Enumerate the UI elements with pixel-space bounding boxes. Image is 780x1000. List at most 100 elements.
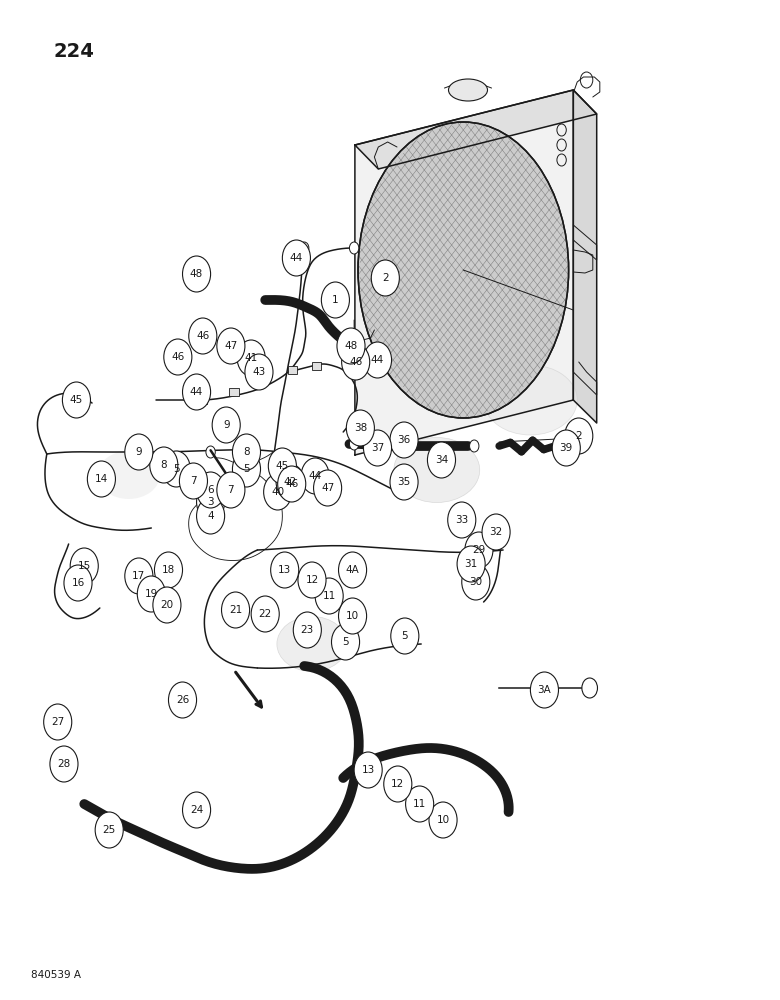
Polygon shape <box>573 90 597 423</box>
Circle shape <box>183 792 211 828</box>
Text: 43: 43 <box>253 367 265 377</box>
Text: 47: 47 <box>321 483 334 493</box>
Circle shape <box>125 434 153 470</box>
Circle shape <box>530 672 558 708</box>
Text: 21: 21 <box>229 605 242 615</box>
Text: 8: 8 <box>243 447 250 457</box>
Circle shape <box>371 260 399 296</box>
Circle shape <box>349 438 359 450</box>
Circle shape <box>264 474 292 510</box>
Text: 26: 26 <box>176 695 189 705</box>
Text: 12: 12 <box>306 575 318 585</box>
Text: 25: 25 <box>103 825 115 835</box>
Ellipse shape <box>394 438 480 502</box>
Circle shape <box>222 592 250 628</box>
Ellipse shape <box>448 79 488 101</box>
Circle shape <box>293 612 321 648</box>
Bar <box>198 396 207 404</box>
Text: 46: 46 <box>285 479 298 489</box>
Text: 5: 5 <box>402 631 408 641</box>
Text: 5: 5 <box>173 464 179 474</box>
Text: 42: 42 <box>284 477 296 487</box>
Text: 36: 36 <box>398 435 410 445</box>
Circle shape <box>164 339 192 375</box>
Circle shape <box>346 410 374 446</box>
Text: 12: 12 <box>392 779 404 789</box>
Circle shape <box>470 440 479 452</box>
Circle shape <box>552 430 580 466</box>
Text: 6: 6 <box>207 485 214 495</box>
Circle shape <box>162 451 190 487</box>
Text: 10: 10 <box>437 815 449 825</box>
Circle shape <box>390 464 418 500</box>
Circle shape <box>232 451 261 487</box>
Circle shape <box>197 484 225 520</box>
Ellipse shape <box>98 451 160 499</box>
Circle shape <box>70 548 98 584</box>
Text: 840539 A: 840539 A <box>31 970 81 980</box>
Circle shape <box>462 564 490 600</box>
Circle shape <box>427 442 456 478</box>
Circle shape <box>315 578 343 614</box>
Circle shape <box>298 562 326 598</box>
Text: 46: 46 <box>197 331 209 341</box>
Circle shape <box>278 466 306 502</box>
Text: 47: 47 <box>225 341 237 351</box>
Circle shape <box>457 546 485 582</box>
Circle shape <box>391 618 419 654</box>
Text: 46: 46 <box>172 352 184 362</box>
Text: 7: 7 <box>228 485 234 495</box>
Text: 224: 224 <box>53 42 94 61</box>
Text: 22: 22 <box>259 609 271 619</box>
Circle shape <box>95 812 123 848</box>
Text: 44: 44 <box>371 355 384 365</box>
Circle shape <box>154 552 183 588</box>
Circle shape <box>342 344 370 380</box>
Circle shape <box>197 472 225 508</box>
Circle shape <box>242 446 251 458</box>
Text: 23: 23 <box>301 625 314 635</box>
Circle shape <box>337 328 365 364</box>
Text: 14: 14 <box>95 474 108 484</box>
Circle shape <box>206 484 215 496</box>
Circle shape <box>183 374 211 410</box>
Circle shape <box>62 382 90 418</box>
Bar <box>288 366 297 374</box>
Text: 13: 13 <box>362 765 374 775</box>
Circle shape <box>50 746 78 782</box>
Polygon shape <box>355 90 573 455</box>
Circle shape <box>349 242 359 254</box>
Text: 46: 46 <box>349 357 362 367</box>
Text: 40: 40 <box>271 487 284 497</box>
Text: 3A: 3A <box>537 685 551 695</box>
Circle shape <box>137 576 165 612</box>
Circle shape <box>206 496 215 508</box>
Text: 7: 7 <box>190 476 197 486</box>
Circle shape <box>339 598 367 634</box>
Text: 5: 5 <box>342 637 349 647</box>
Text: 45: 45 <box>276 461 289 471</box>
Text: 17: 17 <box>133 571 145 581</box>
Text: 30: 30 <box>470 577 482 587</box>
Bar <box>229 388 239 396</box>
Circle shape <box>354 752 382 788</box>
Text: 28: 28 <box>58 759 70 769</box>
Text: 45: 45 <box>70 395 83 405</box>
Circle shape <box>197 498 225 534</box>
Text: 37: 37 <box>371 443 384 453</box>
Text: 10: 10 <box>346 611 359 621</box>
Bar <box>312 362 321 370</box>
Circle shape <box>237 340 265 376</box>
Text: 29: 29 <box>473 545 485 555</box>
Text: 31: 31 <box>465 559 477 569</box>
Bar <box>287 480 296 488</box>
Text: 13: 13 <box>278 565 291 575</box>
Circle shape <box>168 682 197 718</box>
Text: 15: 15 <box>78 561 90 571</box>
Text: 9: 9 <box>136 447 142 457</box>
Circle shape <box>390 422 418 458</box>
Circle shape <box>300 242 309 254</box>
Circle shape <box>268 448 296 484</box>
Text: 32: 32 <box>490 527 502 537</box>
Circle shape <box>465 532 493 568</box>
